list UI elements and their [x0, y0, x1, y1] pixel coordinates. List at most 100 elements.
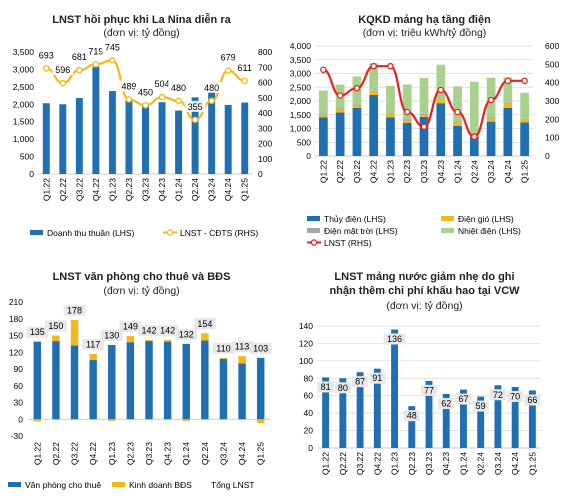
- x-tick-label: Q4.24: [510, 452, 520, 475]
- bar-revenue: [59, 104, 67, 174]
- chart-subtitle: (đơn vị: tỷ đồng): [103, 27, 180, 39]
- bar-office-rental: [52, 341, 60, 420]
- bar-hydro: [436, 103, 446, 156]
- legend-swatch: [112, 482, 125, 487]
- point-net-profit: [191, 116, 199, 124]
- data-label: 679: [221, 52, 236, 62]
- x-tick-label: Q1.24: [181, 442, 191, 465]
- bar-real-estate: [219, 357, 228, 359]
- data-label: 504: [155, 79, 170, 89]
- x-tick-label: Q1.24: [458, 452, 468, 475]
- point-net-profit: [158, 93, 166, 101]
- data-label-bg: [151, 78, 173, 90]
- x-tick-label: Q4.22: [91, 178, 101, 201]
- point-net-profit: [487, 96, 495, 104]
- bar-real-estate: [126, 336, 135, 343]
- x-tick-label: Q3.24: [493, 452, 503, 475]
- x-tick-label: Q3.22: [355, 452, 365, 475]
- y-tick-label: 0: [306, 151, 311, 161]
- bar-real-estate: [70, 319, 79, 346]
- bar-water-profit: [425, 380, 433, 448]
- data-label: 59: [476, 401, 486, 411]
- data-label-bg: [351, 376, 369, 388]
- point-net-profit: [320, 66, 327, 74]
- point-net-profit: [370, 62, 377, 70]
- chart-title: LNST hồi phục khi La Nina diễn ra: [52, 14, 231, 26]
- bar-solar: [469, 132, 479, 134]
- bar-office-rental: [33, 341, 42, 420]
- data-label-bg: [369, 372, 386, 384]
- data-label-bg: [35, 49, 57, 61]
- bar-solar: [486, 117, 496, 119]
- y-tick-label: 2,000: [13, 99, 35, 109]
- bar-wind: [419, 115, 429, 117]
- point-net-profit: [142, 102, 149, 109]
- bar-office-rental: [145, 341, 153, 420]
- data-label: 81: [321, 382, 331, 392]
- data-label-bg: [403, 410, 420, 422]
- chart-title: LNST mảng nước giảm nhẹ do ghi nhận thêm…: [329, 271, 520, 297]
- point-net-profit: [454, 108, 461, 116]
- data-label-total: 142: [160, 325, 175, 335]
- bar-hydro: [335, 112, 345, 156]
- data-label-bg: [201, 81, 223, 93]
- bar-hydro: [419, 116, 429, 156]
- y-tick-label: 210: [9, 297, 23, 307]
- bar-hydro: [520, 122, 529, 156]
- y-tick-label: 140: [299, 321, 313, 331]
- data-label-total: 103: [253, 343, 268, 353]
- data-label: 681: [72, 52, 87, 62]
- y-tick-label: 60: [304, 391, 314, 401]
- data-label: 693: [39, 50, 54, 60]
- bar-revenue: [175, 110, 183, 174]
- x-tick-label: Q1.25: [240, 178, 250, 201]
- data-label: 70: [510, 392, 520, 402]
- y-tick-label: 0: [545, 151, 550, 161]
- y-tick-label: 20: [304, 426, 314, 436]
- data-label-bg: [102, 41, 123, 53]
- x-tick-label: Q4.23: [163, 442, 173, 465]
- data-label-total: 135: [30, 327, 45, 337]
- chart-power-infrastructure: 0 500 1,000 1,500 2,000 2,500 3,000 3,500 4,000 0…: [290, 41, 560, 248]
- chart-title: LNST văn phòng cho thuê và BĐS: [52, 271, 231, 283]
- data-label: 136: [387, 334, 402, 344]
- bar-office-rental: [219, 358, 228, 420]
- y-tick-label: 700: [258, 62, 272, 72]
- bar-water-profit: [391, 329, 398, 448]
- y-tick-label: 60: [14, 381, 24, 391]
- point-net-profit: [353, 84, 361, 92]
- x-tick-label: Q4.24: [237, 442, 247, 465]
- data-label-bg: [249, 342, 272, 354]
- legend-swatch: [30, 230, 43, 235]
- legend-label: LNST (RHS): [324, 238, 372, 248]
- bar-office-rental: [163, 341, 172, 420]
- data-label: 67: [458, 394, 468, 404]
- bar-wind: [486, 118, 496, 122]
- y-tick-label: 1,500: [290, 110, 312, 120]
- data-label-bg: [193, 318, 216, 330]
- data-label: 87: [355, 377, 365, 387]
- y-tick-label: 3,000: [290, 69, 312, 79]
- bar-water-profit: [408, 406, 416, 448]
- bar-office-rental: [238, 363, 246, 420]
- y-tick-label: 90: [14, 364, 24, 374]
- data-label-bg: [100, 329, 123, 341]
- legend-label: Điện mặt trời (LHS): [324, 226, 398, 236]
- bar-hydro: [486, 121, 496, 156]
- x-tick-label: Q3.22: [352, 160, 362, 183]
- x-tick-label: Q1.23: [107, 178, 117, 201]
- x-tick-label: Q1.23: [385, 160, 395, 183]
- data-label-bg: [63, 304, 86, 316]
- chart-water-segment: 0 20 40 60 80 100 120 140 81 80 87 91 136 48 77 62 67 59 7…: [299, 321, 541, 475]
- y-tick-label: 1,500: [13, 117, 35, 127]
- point-net-profit: [420, 123, 428, 130]
- legend-swatch: [307, 228, 320, 233]
- x-tick-label: Q2.23: [407, 452, 417, 475]
- bar-solar: [352, 104, 362, 106]
- bar-revenue: [241, 102, 249, 174]
- y-tick-label: 100: [545, 133, 559, 143]
- x-tick-label: Q4.23: [436, 160, 446, 183]
- data-label-total: 154: [197, 319, 212, 329]
- point-net-profit: [241, 77, 248, 85]
- bar-water-profit: [356, 372, 364, 448]
